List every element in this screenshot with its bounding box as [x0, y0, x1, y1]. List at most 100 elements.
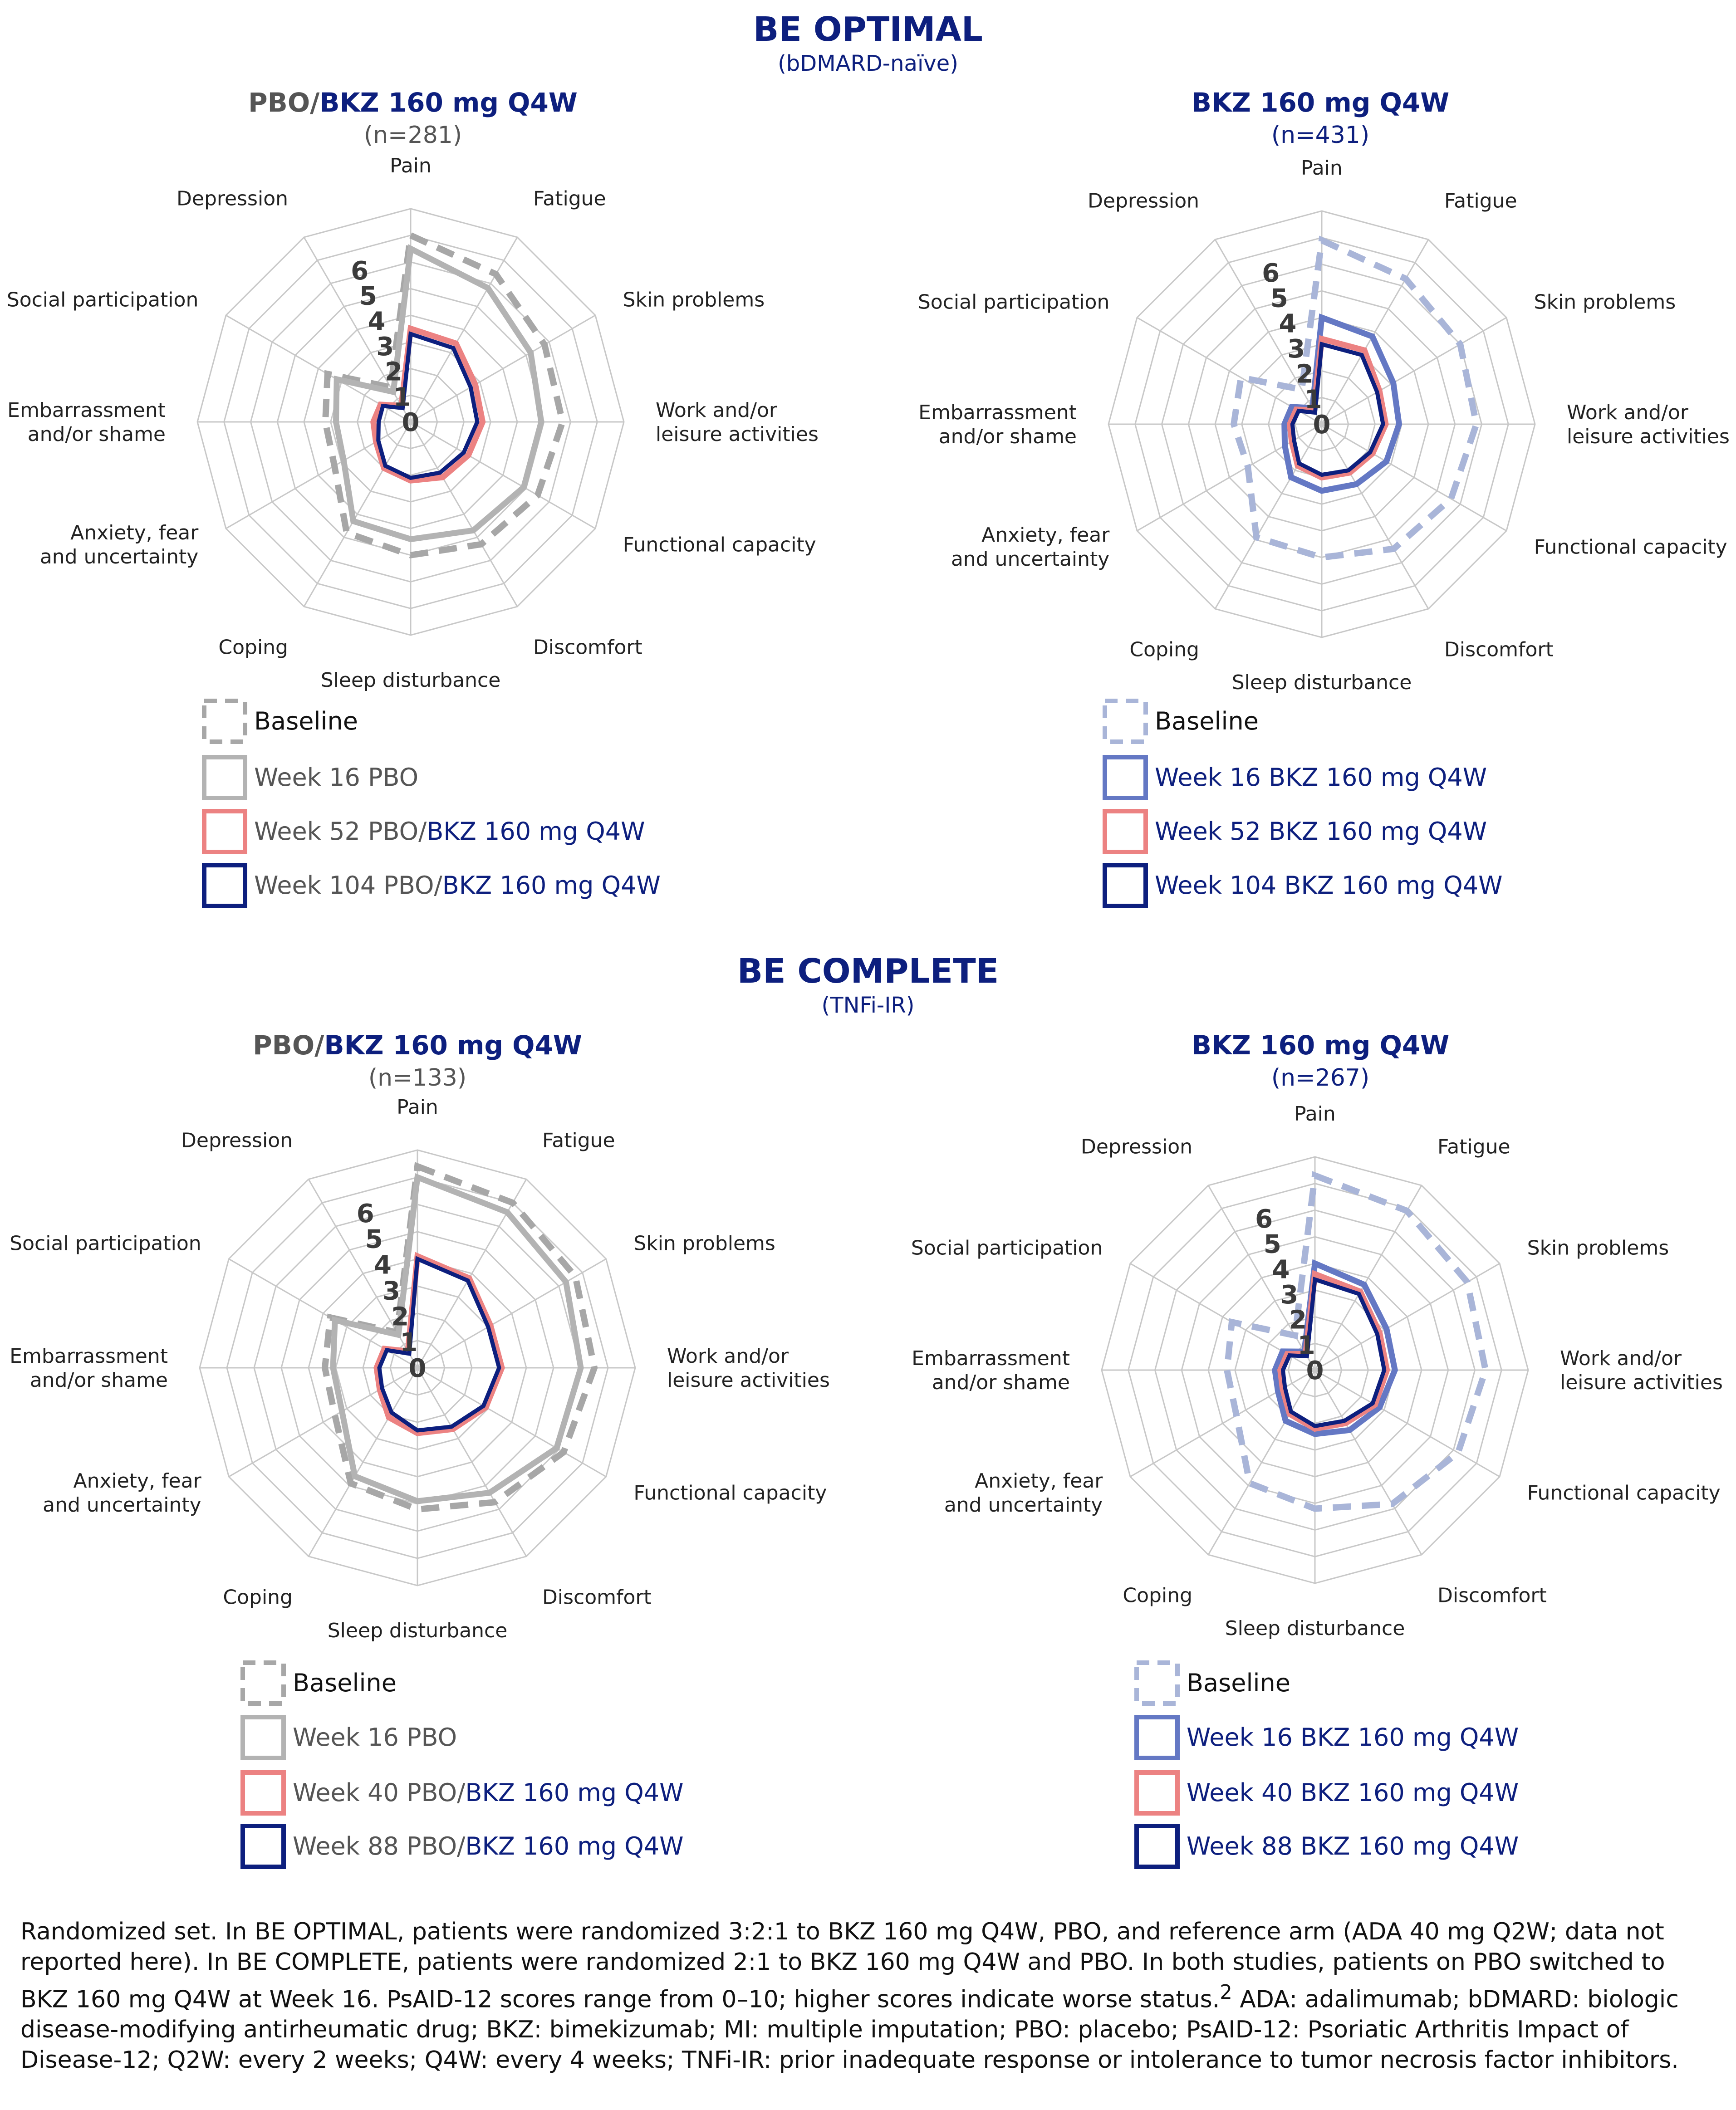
radial-tick-label: 4: [1272, 1255, 1290, 1284]
legend-swatch-baseline: [1103, 699, 1148, 744]
grid-spoke: [410, 314, 596, 423]
axis-label: Fatigue: [533, 187, 606, 210]
axis-label: Pain: [1294, 1102, 1336, 1126]
radial-tick-label: 2: [1289, 1306, 1307, 1335]
axis-label: Anxiety, fear and uncertainty: [944, 1469, 1103, 1517]
axis-label: Embarrassment and/or shame: [912, 1347, 1070, 1394]
series-baseline: [322, 230, 566, 558]
series-baseline: [1224, 1171, 1489, 1512]
legend-label-suffix: BKZ 160 mg Q4W: [465, 1778, 684, 1807]
axis-label: Pain: [390, 154, 432, 177]
legend-label: Week 40 PBO/BKZ 160 mg Q4W: [293, 1778, 684, 1807]
axis-label: Sleep disturbance: [1225, 1617, 1405, 1640]
radial-tick-label: 3: [1287, 334, 1305, 364]
legend-swatch-week16: [202, 755, 247, 800]
axis-label: Work and/or leisure activities: [1560, 1347, 1723, 1394]
comp-left-title-bkz: BKZ 160 mg Q4W: [324, 1030, 582, 1061]
series-mid: [1277, 1270, 1390, 1432]
radial-tick-label: 0: [402, 408, 420, 437]
legend-label: Baseline: [293, 1669, 397, 1697]
radial-tick-label: 4: [368, 307, 386, 336]
series-late: [1280, 1277, 1387, 1429]
radial-tick-label: 5: [1264, 1230, 1281, 1259]
comp-left-n: (n=133): [368, 1064, 467, 1092]
legend-label: Week 16 BKZ 160 mg Q4W: [1155, 763, 1487, 792]
axis-label: Discomfort: [542, 1586, 652, 1609]
radial-tick-label: 3: [1280, 1280, 1298, 1310]
grid-spoke: [1321, 317, 1507, 425]
axis-label: Depression: [177, 187, 288, 210]
opt-right-title: BKZ 160 mg Q4W: [1191, 87, 1450, 118]
legend-swatch-mid: [1134, 1770, 1180, 1816]
opt-right-n: (n=431): [1271, 122, 1370, 149]
radial-tick-label: 0: [409, 1354, 427, 1383]
legend-label-prefix: Week 104 PBO/: [254, 871, 442, 900]
series-late: [377, 1256, 501, 1433]
legend-label: Week 16 BKZ 160 mg Q4W: [1187, 1723, 1519, 1752]
radial-tick-label: 4: [374, 1251, 392, 1280]
axis-label: Fatigue: [1444, 189, 1517, 212]
legend-swatch-late: [202, 863, 247, 908]
axis-label: Depression: [1081, 1135, 1192, 1158]
axis-label: Discomfort: [1444, 638, 1554, 661]
radial-tick-label: 5: [1270, 284, 1288, 313]
grid-spoke: [308, 1367, 418, 1557]
legend-swatch-baseline: [202, 699, 247, 744]
axis-label: Skin problems: [633, 1232, 775, 1255]
grid-spoke: [1214, 239, 1323, 425]
grid-spoke: [303, 421, 412, 607]
axis-label: Embarrassment and/or shame: [7, 399, 166, 446]
axis-label: Functional capacity: [1534, 535, 1727, 558]
legend-label-suffix: BKZ 160 mg Q4W: [427, 817, 645, 846]
legend-label: Baseline: [1155, 707, 1259, 735]
axis-label: Discomfort: [1437, 1584, 1547, 1607]
be-optimal-title: BE OPTIMAL: [753, 10, 983, 49]
grid-spoke: [410, 237, 518, 422]
grid-spoke: [417, 1367, 607, 1478]
axis-label: Depression: [1088, 189, 1199, 212]
series-mid: [1286, 335, 1389, 481]
grid-spoke: [1207, 1185, 1316, 1371]
comp-left-title-pbo: PBO/: [253, 1030, 324, 1061]
radial-tick-label: 6: [1255, 1204, 1273, 1234]
axis-label: Anxiety, fear and uncertainty: [43, 1469, 201, 1517]
comp-left-title: PBO/BKZ 160 mg Q4W: [32, 1030, 803, 1061]
legend-label: Week 104 PBO/BKZ 160 mg Q4W: [254, 871, 661, 900]
legend-label: Week 88 BKZ 160 mg Q4W: [1187, 1832, 1519, 1860]
grid-spoke: [228, 1367, 418, 1478]
radial-tick-label: 2: [1296, 360, 1314, 389]
axis-label: Social participation: [911, 1236, 1103, 1259]
series-mid: [370, 324, 486, 484]
legend-label-suffix: BKZ 160 mg Q4W: [442, 871, 661, 900]
grid-spoke: [1321, 424, 1429, 609]
legend-label-prefix: Week 52 PBO/: [254, 817, 427, 846]
series-baseline: [321, 1162, 598, 1513]
legend-swatch-week16: [1134, 1715, 1180, 1760]
legend-label: Week 16 PBO: [254, 763, 419, 792]
legend-swatch-late: [1134, 1824, 1180, 1869]
axis-label: Fatigue: [542, 1129, 615, 1152]
legend-label: Baseline: [254, 707, 358, 735]
radial-tick-label: 1: [393, 382, 411, 412]
legend-swatch-late: [1103, 863, 1148, 908]
series-week16: [1281, 313, 1403, 494]
legend-label-suffix: BKZ 160 mg Q4W: [465, 1832, 684, 1860]
series-late: [1290, 342, 1385, 477]
legend-label: Week 104 BKZ 160 mg Q4W: [1155, 871, 1503, 900]
grid-spoke: [410, 421, 596, 529]
radial-tick-label: 0: [1306, 1356, 1324, 1385]
grid-spoke: [417, 1367, 527, 1557]
radial-tick-label: 6: [357, 1199, 374, 1229]
legend-label-prefix: Week 88 PBO/: [293, 1832, 466, 1860]
footnote-text: Randomized set. In BE OPTIMAL, patients …: [20, 1918, 1665, 2013]
axis-label: Work and/or leisure activities: [1567, 401, 1730, 448]
grid-spoke: [1214, 424, 1323, 609]
opt-left-title-pbo: PBO/: [248, 87, 320, 118]
be-complete-title: BE COMPLETE: [737, 952, 999, 991]
radial-tick-label: 1: [1298, 1331, 1315, 1360]
be-complete-subtitle: (TNFi-IR): [821, 993, 915, 1018]
